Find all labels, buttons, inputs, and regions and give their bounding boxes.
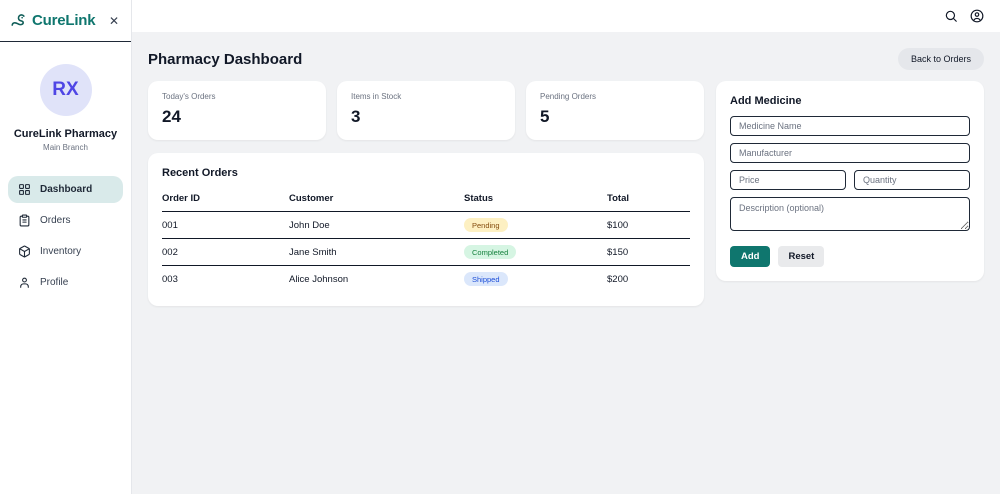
- order-id-cell: 003: [162, 273, 178, 285]
- inventory-icon: [18, 245, 31, 258]
- status-badge: Shipped: [464, 272, 508, 286]
- medicine-name-field[interactable]: [730, 116, 970, 136]
- quantity-field[interactable]: [854, 170, 970, 190]
- recent-orders-title: Recent Orders: [162, 167, 238, 179]
- add-button[interactable]: Add: [730, 246, 771, 267]
- branch-name: Main Branch: [43, 143, 88, 152]
- sidebar-item-label: Orders: [40, 215, 71, 226]
- recent-orders-card: Recent Orders Order ID Customer Status T…: [148, 153, 704, 306]
- content-header: Pharmacy Dashboard Back to Orders: [148, 48, 984, 70]
- order-id-cell: 001: [162, 211, 289, 239]
- stat-label: Today's Orders: [162, 92, 216, 101]
- status-badge: Pending: [464, 218, 508, 232]
- table-row[interactable]: 002 Jane Smith Completed $150: [162, 238, 690, 266]
- profile-icon: [18, 276, 31, 289]
- page-title: Pharmacy Dashboard: [148, 50, 303, 68]
- column-header-status: Status: [464, 188, 607, 212]
- add-medicine-card: Add Medicine Add Reset: [716, 81, 984, 281]
- orders-table: Order ID Customer Status Total 001 John …: [162, 188, 690, 292]
- sidebar: CureLink ✕ RX CureLink Pharmacy Main Bra…: [0, 0, 132, 494]
- stat-value: 24: [162, 107, 181, 126]
- close-icon[interactable]: ✕: [108, 13, 119, 28]
- sidebar-item-label: Inventory: [40, 246, 82, 257]
- reset-button[interactable]: Reset: [778, 246, 825, 267]
- manufacturer-field[interactable]: [730, 143, 970, 163]
- stat-label: Items in Stock: [351, 92, 402, 101]
- sidebar-item-label: Dashboard: [40, 184, 93, 195]
- column-header-order-id: Order ID: [162, 188, 289, 212]
- sidebar-item-profile[interactable]: Profile: [8, 269, 123, 296]
- stat-card-pending-orders: Pending Orders 5: [526, 81, 704, 140]
- sidebar-nav: Dashboard Orders: [0, 166, 131, 306]
- orders-header-row: Order ID Customer Status Total: [162, 188, 690, 212]
- add-medicine-title: Add Medicine: [730, 95, 802, 107]
- description-field[interactable]: [730, 197, 970, 231]
- table-row[interactable]: 003 Alice Johnson Shipped $200: [162, 266, 690, 293]
- back-to-orders-button[interactable]: Back to Orders: [897, 48, 984, 70]
- sidebar-profile: RX CureLink Pharmacy Main Branch: [0, 42, 131, 166]
- total-cell: $150: [607, 238, 690, 266]
- sidebar-item-inventory[interactable]: Inventory: [8, 238, 123, 265]
- stat-value: 3: [351, 107, 361, 126]
- account-icon[interactable]: [970, 9, 984, 23]
- pharmacy-name: CureLink Pharmacy: [13, 128, 118, 140]
- stats-row: Today's Orders 24 Items in Stock 3 Pendi…: [148, 81, 704, 140]
- orders-icon: [18, 214, 31, 227]
- sidebar-item-orders[interactable]: Orders: [8, 207, 123, 234]
- dashboard-icon: [18, 183, 31, 196]
- brand-name: CureLink: [32, 12, 96, 29]
- avatar: RX: [39, 64, 92, 116]
- table-row[interactable]: 001 John Doe Pending $100: [162, 211, 690, 239]
- customer-cell: Alice Johnson: [289, 273, 349, 285]
- order-id-cell: 002: [162, 238, 289, 266]
- customer-cell: Jane Smith: [289, 238, 464, 266]
- sidebar-item-dashboard[interactable]: Dashboard: [8, 176, 123, 203]
- total-cell: $200: [607, 273, 629, 285]
- curelink-snake-logo-icon: [10, 12, 28, 30]
- main-area: Pharmacy Dashboard Back to Orders Today'…: [132, 0, 1000, 494]
- price-field[interactable]: [730, 170, 846, 190]
- right-column: Add Medicine Add Reset: [716, 81, 984, 281]
- topbar: [132, 0, 1000, 32]
- status-badge: Completed: [464, 245, 517, 259]
- search-icon[interactable]: [944, 9, 958, 23]
- stat-card-todays-orders: Today's Orders 24: [148, 81, 326, 140]
- customer-cell: John Doe: [289, 211, 464, 239]
- column-header-customer: Customer: [289, 188, 464, 212]
- stat-card-items-in-stock: Items in Stock 3: [337, 81, 515, 140]
- content: Pharmacy Dashboard Back to Orders Today'…: [132, 32, 1000, 494]
- total-cell: $100: [607, 211, 690, 239]
- column-header-total: Total: [607, 188, 690, 212]
- left-column: Today's Orders 24 Items in Stock 3 Pendi…: [148, 81, 704, 306]
- sidebar-header: CureLink ✕: [0, 0, 131, 42]
- form-actions: Add Reset: [730, 246, 970, 267]
- sidebar-item-label: Profile: [40, 277, 69, 288]
- stat-value: 5: [540, 107, 550, 126]
- stat-label: Pending Orders: [540, 92, 597, 101]
